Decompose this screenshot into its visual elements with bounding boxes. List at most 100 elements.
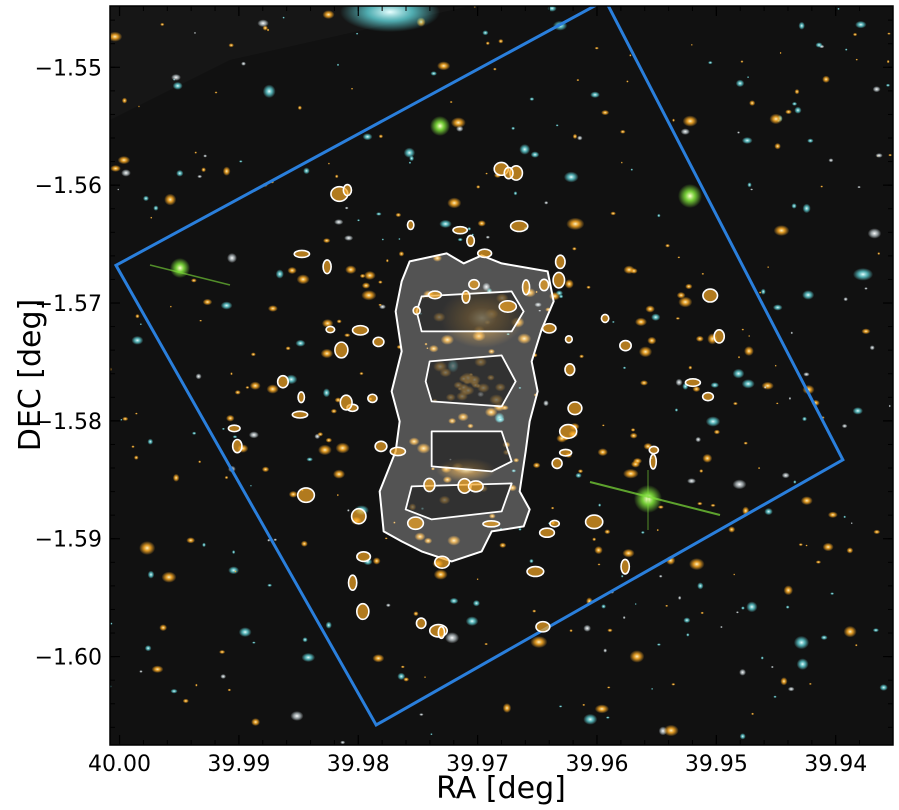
galaxy <box>327 162 330 165</box>
galaxy <box>190 278 197 283</box>
cluster-galaxy <box>678 296 693 308</box>
critical-loop <box>291 410 309 419</box>
cluster-galaxy <box>317 432 324 437</box>
critical-loop <box>412 305 421 316</box>
galaxy <box>735 611 739 614</box>
galaxy <box>576 78 580 82</box>
galaxy <box>195 373 202 380</box>
galaxy <box>385 603 391 608</box>
galaxy <box>301 652 316 662</box>
galaxy <box>547 6 557 12</box>
galaxy <box>877 252 881 256</box>
galaxy <box>534 302 542 308</box>
galaxy <box>629 650 645 663</box>
galaxy <box>302 637 308 643</box>
cluster-galaxy <box>428 344 439 353</box>
critical-loop <box>334 341 349 359</box>
galaxy <box>535 290 538 294</box>
galaxy <box>737 131 740 134</box>
galaxy <box>275 269 284 279</box>
galaxy <box>741 379 755 389</box>
galaxy <box>594 704 610 714</box>
cluster-galaxy <box>577 469 584 474</box>
galaxy <box>186 537 196 544</box>
galaxy <box>830 592 835 595</box>
galaxy <box>563 171 579 183</box>
galaxy <box>674 408 679 412</box>
galaxy <box>656 643 661 646</box>
galaxy <box>437 61 451 71</box>
x-tick-label: 39.94 <box>804 752 867 777</box>
galaxy <box>785 605 790 609</box>
galaxy <box>675 317 681 320</box>
galaxy <box>794 106 802 114</box>
galaxy <box>875 153 883 158</box>
critical-loop <box>558 423 578 440</box>
galaxy <box>322 10 335 20</box>
galaxy <box>802 203 811 214</box>
cluster-galaxy <box>513 457 520 463</box>
galaxy <box>597 563 601 566</box>
galaxy <box>802 290 815 300</box>
critical-loop <box>296 487 316 504</box>
galaxy <box>687 478 696 484</box>
galaxy <box>408 161 412 164</box>
galaxy <box>234 570 237 573</box>
critical-loop <box>293 249 311 259</box>
galaxy <box>199 319 203 322</box>
galaxy <box>150 216 153 219</box>
galaxy <box>583 713 598 725</box>
cluster-galaxy <box>499 542 507 548</box>
galaxy <box>741 328 745 331</box>
galaxy <box>773 225 790 237</box>
galaxy <box>737 355 741 359</box>
galaxy <box>582 703 586 707</box>
galaxy <box>590 91 600 98</box>
galaxy <box>467 226 472 231</box>
bright-star <box>149 116 721 530</box>
critical-loop <box>322 259 332 275</box>
galaxy <box>336 493 339 497</box>
galaxy <box>861 328 871 335</box>
galaxy <box>220 301 233 310</box>
galaxy <box>153 205 159 211</box>
galaxy <box>340 740 346 745</box>
cluster-galaxy <box>433 569 448 580</box>
galaxy <box>677 256 681 259</box>
cluster-galaxy <box>363 270 376 280</box>
galaxy <box>622 548 635 558</box>
galaxy <box>495 416 505 423</box>
galaxy <box>852 32 858 37</box>
galaxy <box>346 509 350 512</box>
galaxy <box>749 100 756 106</box>
galaxy <box>758 291 762 294</box>
galaxy <box>426 347 429 350</box>
galaxy <box>227 688 232 692</box>
galaxy <box>430 733 433 736</box>
galaxy <box>543 400 549 407</box>
galaxy <box>879 684 888 691</box>
critical-loop <box>325 325 336 334</box>
galaxy <box>751 712 755 716</box>
galaxy <box>159 624 168 632</box>
galaxy <box>202 542 206 548</box>
galaxy <box>640 380 649 386</box>
galaxy <box>544 201 549 205</box>
galaxy <box>472 599 480 607</box>
galaxy <box>262 84 276 99</box>
galaxy <box>886 59 890 64</box>
galaxy <box>630 168 634 171</box>
cluster-galaxy <box>695 335 704 342</box>
critical-loop <box>567 401 583 416</box>
galaxy <box>746 76 750 79</box>
y-axis-title: DEC [deg] <box>13 299 48 452</box>
critical-loop <box>713 329 726 344</box>
galaxy <box>787 686 795 692</box>
critical-loop <box>367 393 378 404</box>
galaxy <box>350 87 354 90</box>
cluster-galaxy <box>333 469 346 479</box>
galaxy <box>774 142 781 150</box>
cluster-galaxy <box>430 467 436 471</box>
galaxy <box>172 81 183 90</box>
critical-loop <box>503 166 514 180</box>
